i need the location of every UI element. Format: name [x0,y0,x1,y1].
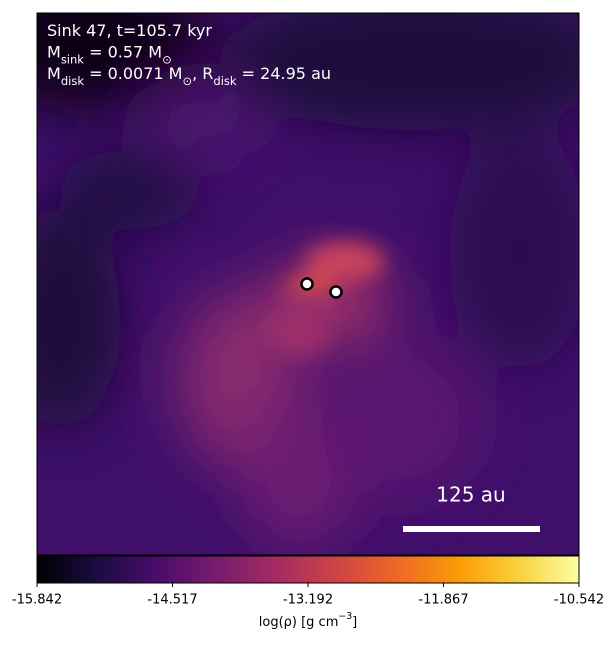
text-segment: = 0.57 M [84,42,162,61]
superscript: −3 [338,611,352,622]
text-segment: ] [352,615,357,630]
text-segment: = 24.95 au [237,64,331,83]
subscript: disk [213,74,237,88]
scale-bar-label: 125 au [436,483,505,507]
annotation: Sink 47, t=105.7 kyr [47,21,212,40]
colorbar-ticks: -15.842 -14.517 -13.192 -11.867 -10.542 [12,583,604,608]
tick-label: -11.867 [418,593,468,608]
text-segment: M [47,42,61,61]
sink-marker [300,277,314,291]
tick-label: -13.192 [283,593,333,608]
colorbar [36,555,580,584]
scale-bar [403,526,540,532]
annotation: Mdisk = 0.0071 M⊙, Rdisk = 24.95 au [47,64,331,88]
tick-label: -10.542 [554,593,604,608]
sink-marker [329,285,343,299]
tick-label: -14.517 [147,593,197,608]
subscript: sink [61,52,84,66]
text-segment: = 0.0071 M [84,64,182,83]
subscript: disk [61,74,85,88]
density-image: 125 au [37,13,579,555]
subscript: ⊙ [162,52,172,66]
text-segment: Sink 47, t=105.7 kyr [47,21,212,40]
text-segment: log(ρ) [g cm [259,615,339,630]
colorbar-label: log(ρ) [g cm−3] [259,611,357,630]
text-segment: M [47,64,61,83]
image-frame [36,12,580,556]
annotation: Msink = 0.57 M⊙ [47,42,172,66]
text-segment: , R [192,64,213,83]
tick-label: -15.842 [12,593,62,608]
subscript: ⊙ [182,74,192,88]
